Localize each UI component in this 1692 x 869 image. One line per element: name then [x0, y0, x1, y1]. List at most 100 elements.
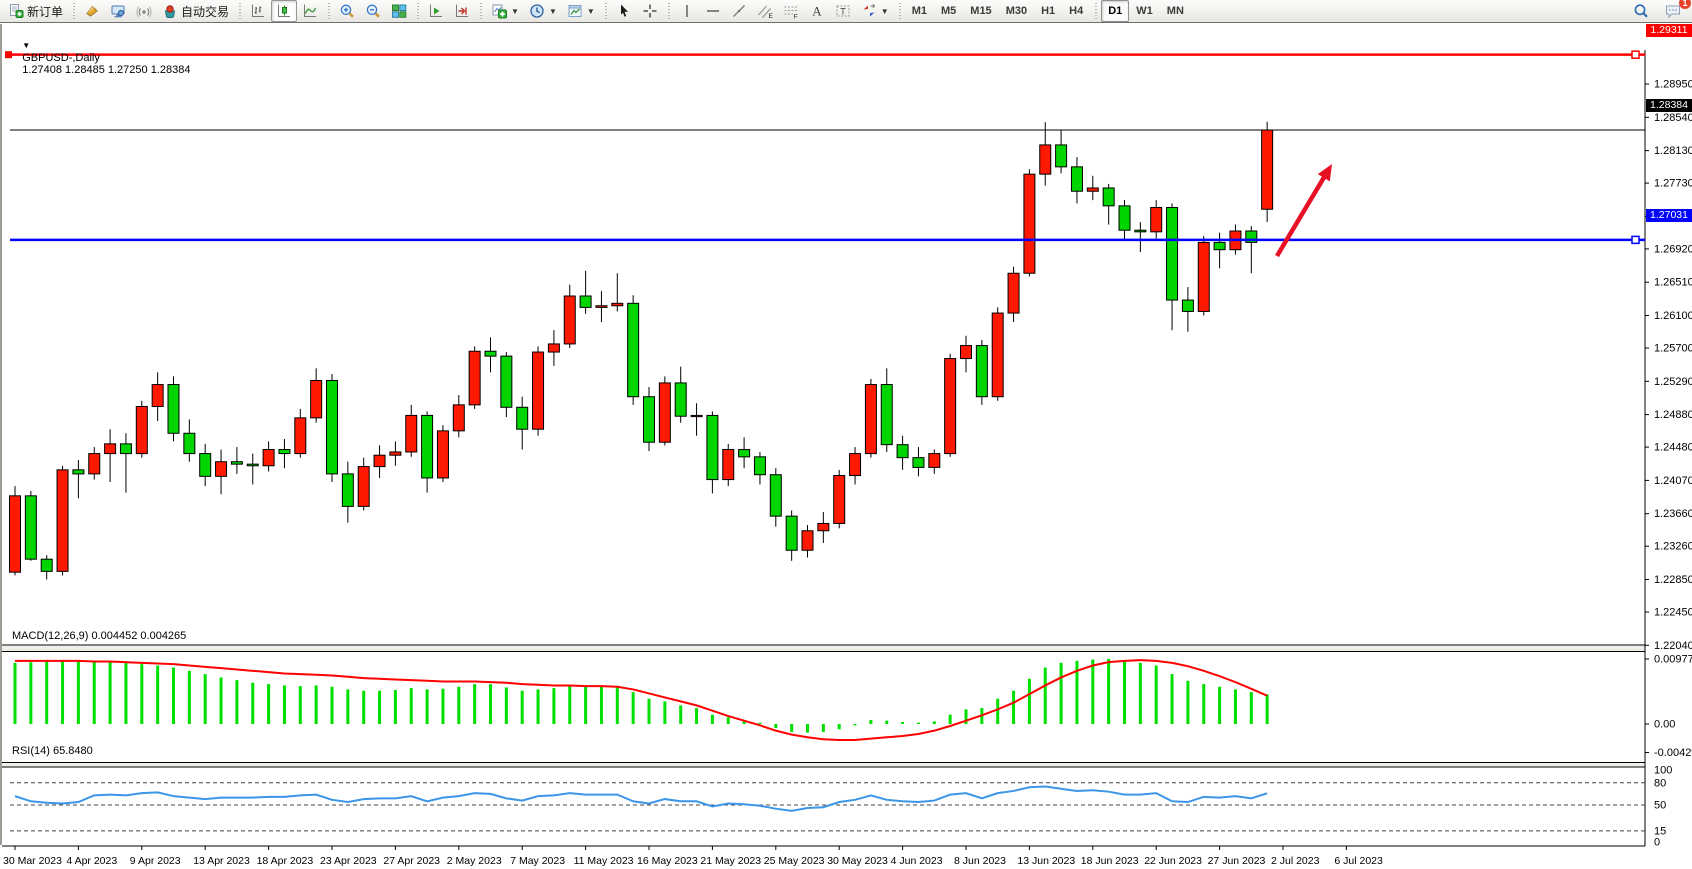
price-axis: 1.289501.285401.281301.277301.273201.269…	[1645, 79, 1692, 849]
hline-icon	[706, 10, 719, 12]
equidistant-channel-button[interactable]: E	[752, 0, 778, 22]
timeframe-h1-button[interactable]: H1	[1041, 5, 1056, 17]
zoom-in-button[interactable]	[334, 0, 360, 22]
bear-candle	[1181, 299, 1194, 312]
bull-candle	[405, 414, 418, 453]
channel-icon: E	[757, 5, 773, 19]
bear-candle	[896, 444, 909, 459]
svg-text:1.26100: 1.26100	[1654, 310, 1692, 322]
bull-candle	[611, 302, 624, 307]
chart-shift-button[interactable]	[449, 0, 475, 22]
bear-candle	[326, 379, 338, 475]
autotrading-button[interactable]: 自动交易	[157, 0, 234, 22]
signals-button[interactable]	[131, 0, 157, 22]
auto-scroll-button[interactable]	[423, 0, 449, 22]
bear-candle	[1055, 144, 1068, 168]
bear-candle	[643, 396, 655, 443]
cursor-button[interactable]	[611, 0, 637, 22]
clock-icon	[530, 4, 544, 18]
symbol-dropdown-marker[interactable]: ▼	[22, 41, 31, 50]
line-chart-button[interactable]	[297, 0, 323, 22]
shift-icon	[456, 4, 469, 17]
crosshair-button[interactable]	[637, 0, 663, 22]
svg-text:2 May 2023: 2 May 2023	[447, 855, 502, 867]
bear-candle	[1070, 166, 1083, 192]
timeframe-m30-button[interactable]: M30	[1005, 5, 1028, 17]
new-chart-icon	[492, 4, 508, 19]
svg-text:30 May 2023: 30 May 2023	[827, 855, 888, 867]
chart-canvas[interactable]: 1.289501.285401.281301.277301.273201.269…	[2, 24, 1692, 869]
bull-candle	[1150, 206, 1163, 233]
bear-candle	[24, 495, 37, 560]
svg-text:6 Jul 2023: 6 Jul 2023	[1334, 855, 1383, 867]
chevron-down-icon: ▼	[511, 6, 519, 16]
svg-text:T: T	[840, 7, 846, 17]
search-button[interactable]	[1628, 0, 1654, 22]
upper-red-line-anchor[interactable]	[1631, 50, 1640, 59]
bull-candle	[389, 451, 402, 456]
bull-candle	[436, 430, 449, 479]
upper-red-line-left-anchor[interactable]	[5, 51, 12, 59]
bear-candle	[912, 457, 925, 468]
bear-candle	[627, 302, 640, 398]
svg-text:7 May 2023: 7 May 2023	[510, 855, 565, 867]
timeframe-w1-button[interactable]: W1	[1136, 5, 1153, 17]
timeframe-mn-button[interactable]: MN	[1166, 5, 1184, 17]
ohlc-readout: 1.27408 1.28485 1.27250 1.28384	[22, 64, 191, 76]
bull-candle	[88, 453, 101, 475]
templates-button[interactable]: ▼	[562, 0, 600, 22]
arrows-button[interactable]: ▼	[856, 0, 894, 22]
main-toolbar: 新订单 自动交易 ▼ ▼ ▼ E F A T ▼ M1 M5 M15 M30 H1 H4 D1 W1 MN 1	[0, 0, 1692, 23]
chevron-down-icon: ▼	[880, 6, 889, 16]
bear-candle	[753, 456, 766, 476]
svg-text:1.26920: 1.26920	[1654, 243, 1692, 255]
upper-red-line-price-tag: 1.29311	[1646, 24, 1692, 38]
new-order-button[interactable]: 新订单	[3, 0, 68, 22]
svg-text:1.25700: 1.25700	[1654, 342, 1692, 354]
svg-text:13 Jun 2023: 13 Jun 2023	[1017, 855, 1075, 867]
svg-text:27 Jun 2023: 27 Jun 2023	[1208, 855, 1266, 867]
bull-candle	[1007, 272, 1020, 314]
timeframe-d1-button[interactable]: D1	[1101, 0, 1130, 22]
bull-candle	[658, 382, 671, 443]
candlestick-chart-button[interactable]	[271, 0, 298, 22]
trend-arrow[interactable]	[1275, 171, 1329, 258]
timeframe-h4-button[interactable]: H4	[1069, 5, 1084, 17]
svg-text:18 Jun 2023: 18 Jun 2023	[1081, 855, 1139, 867]
vertical-line-button[interactable]	[674, 0, 700, 22]
periods-button[interactable]: ▼	[524, 0, 562, 22]
bear-candle	[674, 382, 687, 417]
bear-candle	[1245, 230, 1258, 243]
lower-blue-line-anchor[interactable]	[1631, 235, 1640, 245]
svg-text:1.23660: 1.23660	[1654, 508, 1692, 520]
new-chart-button[interactable]: ▼	[486, 0, 524, 22]
tile-windows-button[interactable]	[386, 0, 412, 22]
bull-candle	[215, 461, 228, 477]
toolbar-separator	[895, 2, 903, 20]
metaeditor-button[interactable]	[79, 0, 105, 22]
bear-candle	[769, 474, 782, 517]
bar-chart-button[interactable]	[245, 0, 271, 22]
notification-badge: 1	[1679, 0, 1691, 9]
virtual-hosting-button[interactable]	[105, 0, 131, 22]
chevron-down-icon: ▼	[586, 6, 595, 16]
text-label-button[interactable]: T	[830, 0, 856, 22]
horizontal-line-button[interactable]	[700, 0, 726, 22]
timeframe-m15-button[interactable]: M15	[970, 5, 992, 17]
bear-candle	[278, 449, 291, 455]
zoom-out-button[interactable]	[360, 0, 386, 22]
svg-text:1.24480: 1.24480	[1654, 442, 1692, 454]
fibonacci-button[interactable]: F	[778, 0, 804, 22]
bear-candle	[72, 469, 85, 475]
text-button[interactable]: A	[804, 0, 830, 22]
trend-arrow-head	[1317, 164, 1332, 182]
timeframe-m1-button[interactable]: M1	[911, 5, 927, 17]
timeframe-m5-button[interactable]: M5	[941, 5, 957, 17]
fibo-icon: F	[784, 6, 798, 19]
rsi-indicator-label: RSI(14) 65.8480	[12, 745, 93, 757]
chat-button[interactable]: 1	[1660, 0, 1691, 22]
current-price-line-price-tag: 1.28384	[1646, 99, 1692, 113]
search-icon	[1634, 4, 1648, 18]
svg-text:0: 0	[1654, 837, 1660, 849]
trendline-button[interactable]	[726, 0, 752, 22]
